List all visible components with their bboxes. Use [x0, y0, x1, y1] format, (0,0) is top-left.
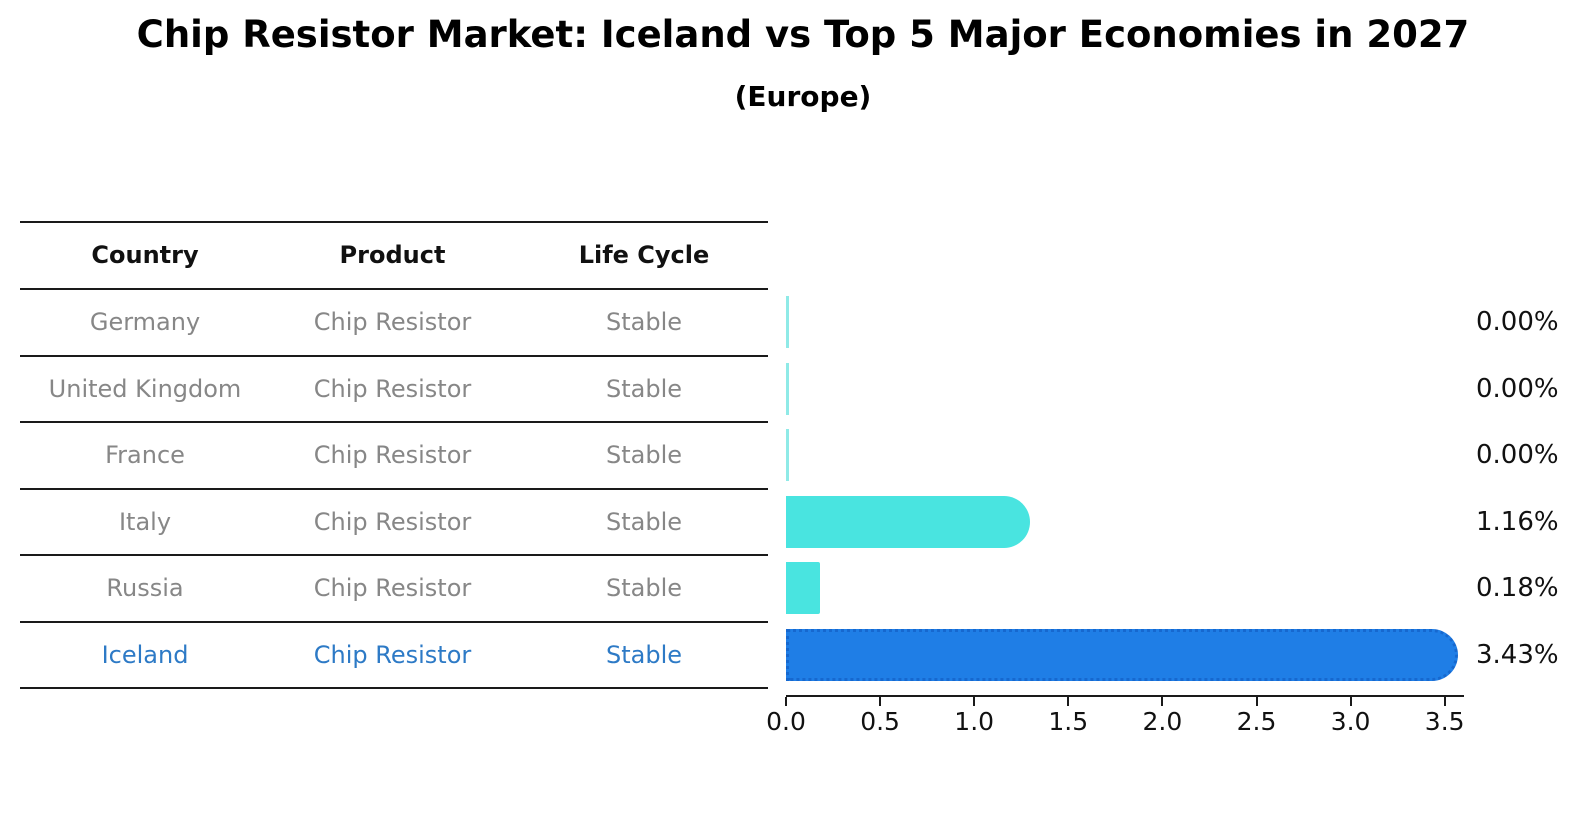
x-axis-tick: [1161, 697, 1164, 706]
value-label: 1.16%: [1476, 506, 1559, 537]
table-row-line: [20, 554, 768, 556]
table-cell-life-cycle: Stable: [605, 374, 683, 403]
x-axis-tick-label: 2.0: [1142, 707, 1183, 736]
chart-title: Chip Resistor Market: Iceland vs Top 5 M…: [136, 13, 1470, 56]
table-cell-product: Chip Resistor: [313, 507, 472, 536]
value-label: 0.00%: [1476, 373, 1559, 404]
x-axis-tick-label: 1.5: [1048, 707, 1089, 736]
x-axis-tick-label: 3.0: [1330, 707, 1371, 736]
table-cell-life-cycle: Stable: [605, 441, 683, 470]
table-cell-country: Russia: [106, 574, 184, 603]
x-axis-tick: [1255, 697, 1258, 706]
x-axis-tick-label: 0.0: [766, 707, 806, 736]
table-cell-product: Chip Resistor: [313, 574, 472, 603]
bar: [786, 296, 789, 349]
table-cell-life-cycle: Stable: [605, 640, 683, 669]
table-cell-country: United Kingdom: [48, 374, 242, 403]
column-header-life-cycle: Life Cycle: [578, 241, 710, 269]
bar: [786, 562, 820, 615]
x-axis-tick-label: 0.5: [860, 707, 900, 736]
table-cell-country: France: [105, 441, 185, 470]
table-cell-life-cycle: Stable: [605, 507, 683, 536]
x-axis-tick: [1067, 697, 1070, 706]
value-label: 0.00%: [1476, 307, 1559, 338]
table-row-line: [20, 487, 768, 490]
column-header-country: Country: [91, 241, 199, 269]
table-cell-product: Chip Resistor: [313, 441, 472, 470]
table-cell-country: Iceland: [101, 640, 189, 669]
table-cell-life-cycle: Stable: [605, 308, 683, 337]
bar-highlight: [786, 628, 1458, 681]
bar: [786, 362, 789, 415]
table-row-line: [20, 687, 768, 689]
table-row-line: [20, 421, 768, 423]
x-axis-tick: [1349, 697, 1352, 706]
x-axis-tick: [1443, 697, 1446, 706]
x-axis-tick: [879, 697, 882, 706]
table-top-line: [20, 221, 768, 223]
x-axis-line: [786, 695, 1464, 697]
value-label: 0.18%: [1476, 573, 1559, 604]
x-axis-tick-label: 3.5: [1424, 707, 1465, 736]
value-label: 3.43%: [1476, 639, 1559, 670]
table-cell-life-cycle: Stable: [605, 574, 683, 603]
bar: [786, 429, 789, 482]
table-row-line: [20, 288, 768, 290]
bar: [786, 495, 1030, 548]
table-row-line: [20, 354, 768, 357]
table-cell-product: Chip Resistor: [313, 640, 472, 669]
table-cell-product: Chip Resistor: [313, 374, 472, 403]
x-axis-tick-label: 2.5: [1236, 707, 1277, 736]
table-row-line: [20, 620, 768, 623]
value-label: 0.00%: [1476, 440, 1559, 471]
table-cell-product: Chip Resistor: [313, 308, 472, 337]
x-axis-tick-label: 1.0: [954, 707, 995, 736]
chart-subtitle: (Europe): [734, 80, 872, 113]
x-axis-tick: [973, 697, 976, 706]
table-cell-country: Germany: [89, 308, 201, 337]
table-cell-country: Italy: [118, 507, 172, 536]
column-header-product: Product: [339, 241, 446, 269]
x-axis-tick: [785, 697, 787, 706]
